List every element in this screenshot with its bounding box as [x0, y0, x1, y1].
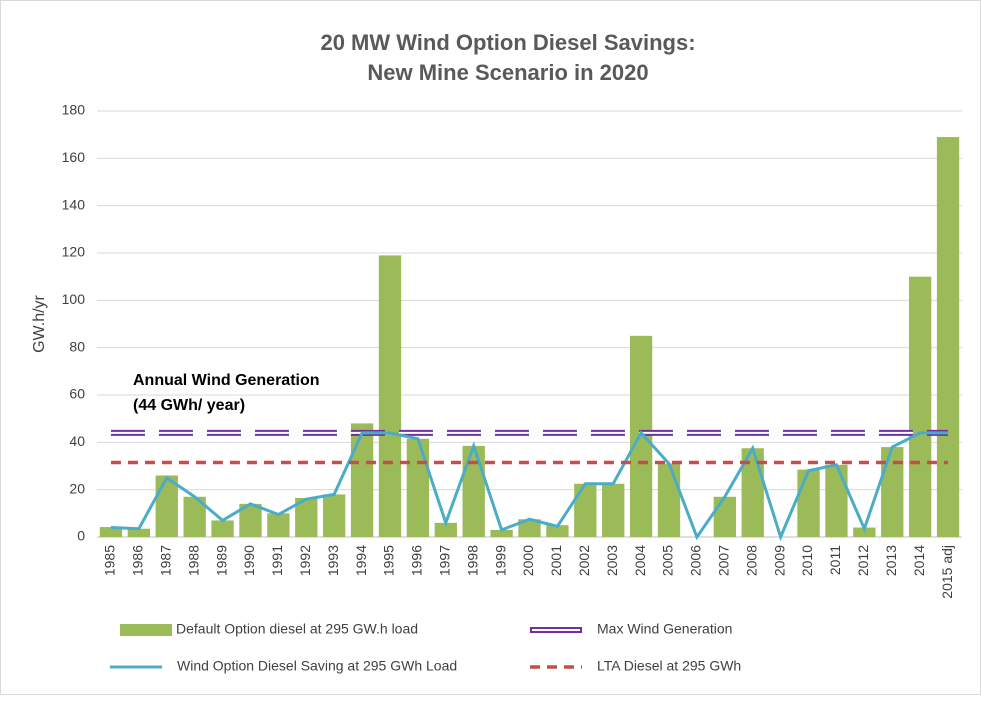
bar [629, 335, 653, 537]
bar [323, 494, 346, 537]
bar [490, 529, 513, 537]
x-tick-label: 1986 [130, 545, 146, 576]
x-tick-label: 1988 [185, 545, 201, 576]
bar [267, 513, 290, 537]
bar [462, 445, 485, 537]
y-tick-label: 40 [69, 433, 85, 449]
bar [434, 522, 457, 537]
x-tick-label: 1985 [102, 545, 118, 576]
legend-label: Default Option diesel at 295 GW.h load [176, 621, 418, 637]
bar [546, 525, 569, 537]
legend-label: LTA Diesel at 295 GWh [597, 658, 741, 674]
x-tick-label: 1992 [297, 545, 313, 576]
bar [574, 483, 597, 537]
x-tick-label: 1998 [464, 545, 480, 576]
bar [239, 503, 262, 537]
x-tick-label: 2007 [716, 545, 732, 576]
x-tick-label: 1990 [241, 545, 257, 576]
annotation: Annual Wind Generation [133, 372, 320, 389]
y-tick-label: 0 [77, 528, 85, 544]
line [110, 430, 949, 542]
bar [295, 497, 318, 537]
x-tick-label: 2006 [688, 545, 704, 576]
x-tick-label: 2001 [548, 545, 564, 576]
x-tick-label: 1993 [325, 545, 341, 576]
bar [378, 255, 402, 537]
chart-title: New Mine Scenario in 2020 [367, 60, 648, 85]
x-tick-label: 2004 [632, 545, 648, 576]
bar [127, 528, 151, 537]
y-tick-label: 120 [62, 244, 86, 260]
y-tick-label: 60 [69, 386, 85, 402]
x-tick-label: 1989 [213, 545, 229, 576]
bar [518, 519, 541, 537]
x-tick-label: 2012 [855, 545, 871, 576]
legend-label: Max Wind Generation [597, 621, 732, 637]
x-tick-label: 2008 [743, 545, 759, 576]
x-tick-label: 2005 [660, 545, 676, 576]
bar [211, 520, 234, 537]
x-tick-label: 1999 [492, 545, 508, 576]
bar [350, 423, 374, 537]
chart-title: 20 MW Wind Option Diesel Savings: [320, 30, 695, 55]
bar [99, 527, 123, 537]
y-tick-label: 180 [62, 102, 86, 118]
y-tick-label: 140 [62, 196, 86, 212]
x-tick-label: 1987 [157, 545, 173, 576]
bar [406, 438, 430, 537]
x-tick-label: 1994 [353, 545, 369, 576]
x-tick-label: 2002 [576, 545, 592, 576]
x-tick-label: 2015 adj [939, 545, 955, 599]
bar [602, 483, 625, 537]
y-axis-label: GW.h/yr [31, 294, 48, 352]
x-tick-label: 1995 [381, 545, 397, 576]
legend-label: Wind Option Diesel Saving at 295 GWh Loa… [177, 658, 457, 674]
bar [797, 469, 820, 537]
bar [908, 276, 932, 537]
x-tick-label: 2009 [771, 545, 787, 576]
annotation: (44 GWh/ year) [133, 397, 245, 414]
x-tick-label: 2010 [799, 545, 815, 576]
y-tick-label: 20 [69, 480, 85, 496]
bar [825, 464, 848, 537]
legend-swatch [120, 624, 172, 636]
x-tick-label: 2011 [827, 545, 843, 575]
y-tick-label: 80 [69, 338, 85, 354]
x-tick-label: 1997 [436, 545, 452, 576]
bar [713, 496, 736, 537]
x-tick-label: 1996 [409, 545, 425, 576]
bar [936, 137, 960, 538]
bar [881, 447, 904, 537]
y-tick-label: 160 [62, 149, 86, 165]
bar [657, 463, 681, 537]
bar [183, 496, 206, 537]
x-tick-label: 2014 [911, 545, 927, 576]
y-tick-label: 100 [62, 291, 86, 307]
x-tick-label: 1991 [269, 545, 285, 576]
x-tick-label: 2003 [604, 545, 620, 576]
x-tick-label: 2000 [520, 545, 536, 576]
x-tick-label: 2013 [883, 545, 899, 576]
